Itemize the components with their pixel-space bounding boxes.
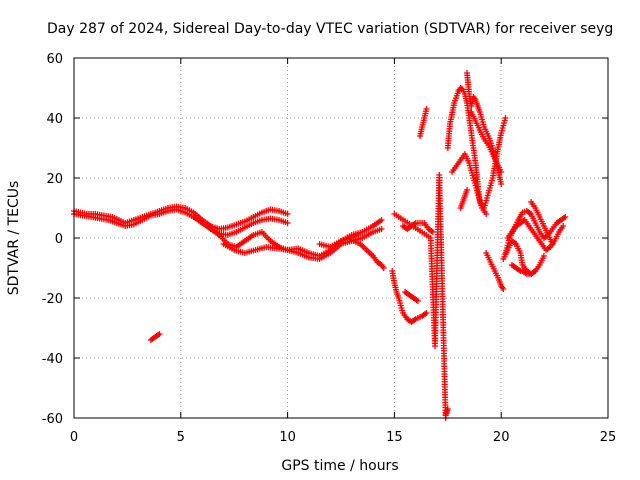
y-axis-label: SDTVAR / TECUs [6, 181, 22, 296]
data-point [562, 214, 569, 220]
data-point [378, 217, 385, 223]
x-tick-label: 10 [279, 430, 296, 445]
y-tick-label: 60 [46, 52, 63, 67]
data-point [284, 220, 291, 226]
data-point [502, 115, 509, 121]
data-point [284, 211, 291, 217]
data-point [498, 181, 505, 187]
y-tick-label: 40 [46, 112, 63, 127]
data-point [156, 331, 163, 337]
x-axis-label: GPS time / hours [281, 458, 398, 474]
axis-ticks: 0 5 10 15 20 25 -60 -40 -20 0 20 40 60 [42, 52, 617, 445]
data-point [549, 241, 556, 247]
y-tick-label: 20 [46, 172, 63, 187]
data-point [414, 298, 421, 304]
data-point [423, 310, 430, 316]
chart-title: Day 287 of 2024, Sidereal Day-to-day VTE… [47, 21, 613, 37]
data-point [483, 211, 490, 217]
data-points [71, 70, 569, 421]
grid [74, 58, 608, 418]
data-point [500, 286, 507, 292]
data-point [444, 406, 451, 412]
y-tick-label: 0 [55, 232, 63, 247]
data-point [355, 232, 362, 238]
data-point [380, 265, 387, 271]
data-point [532, 268, 539, 274]
data-point [423, 106, 430, 112]
data-point [540, 253, 547, 259]
y-tick-label: -20 [42, 292, 63, 307]
y-tick-label: -60 [42, 412, 63, 427]
data-point [378, 226, 385, 232]
x-tick-label: 25 [600, 430, 617, 445]
data-point [498, 169, 505, 175]
data-point [464, 187, 471, 193]
data-point [560, 223, 567, 229]
y-tick-label: -40 [42, 352, 63, 367]
x-tick-label: 0 [70, 430, 78, 445]
x-tick-label: 5 [177, 430, 185, 445]
x-tick-label: 15 [386, 430, 403, 445]
x-tick-label: 20 [493, 430, 510, 445]
